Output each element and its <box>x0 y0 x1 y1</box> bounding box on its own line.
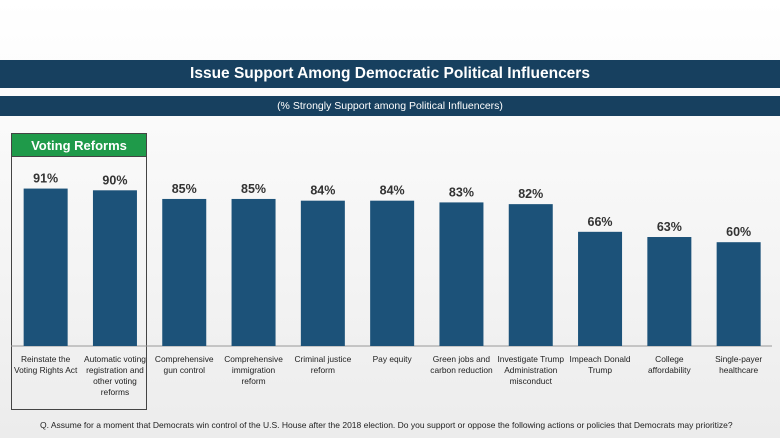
category-label-2: Comprehensive gun control <box>155 354 214 375</box>
bar-0 <box>23 188 68 346</box>
data-label-10: 60% <box>726 225 751 239</box>
bar-3 <box>231 198 276 346</box>
data-label-8: 66% <box>588 215 613 229</box>
survey-question-footnote: Q. Assume for a moment that Democrats wi… <box>40 420 733 430</box>
category-label-10: Single-payer healthcare <box>715 354 762 375</box>
chart-subtitle: (% Strongly Support among Political Infl… <box>0 96 780 116</box>
data-label-3: 85% <box>241 182 266 196</box>
category-label-0: Reinstate the Voting Rights Act <box>14 354 78 375</box>
bar-6 <box>439 202 484 346</box>
category-label-9: College affordability <box>648 354 691 375</box>
category-label-4: Criminal justice reform <box>294 354 351 375</box>
data-label-9: 63% <box>657 220 682 234</box>
bar-2 <box>162 198 207 346</box>
data-label-6: 83% <box>449 185 474 199</box>
chart-title: Issue Support Among Democratic Political… <box>0 60 780 88</box>
data-label-2: 85% <box>172 182 197 196</box>
data-label-4: 84% <box>310 184 335 198</box>
category-label-6: Green jobs and carbon reduction <box>430 354 493 375</box>
category-label-3: Comprehensive immigration reform <box>224 354 283 386</box>
bar-5 <box>370 200 415 346</box>
bar-7 <box>508 204 553 346</box>
bar-1 <box>92 190 137 346</box>
category-label-7: Investigate Trump Administration misconduc… <box>497 354 564 386</box>
data-label-1: 90% <box>102 173 127 187</box>
bar-10 <box>716 242 761 346</box>
bar-9 <box>647 237 692 346</box>
bar-chart: 91% Reinstate the Voting Rights Act 90% Auto… <box>11 172 772 397</box>
data-label-5: 84% <box>380 184 405 198</box>
data-label-7: 82% <box>518 187 543 201</box>
category-label-8: Impeach Donald Trump <box>570 354 631 375</box>
voting-reforms-group-label: Voting Reforms <box>11 133 147 157</box>
category-label-5: Pay equity <box>373 354 413 364</box>
bar-4 <box>300 200 345 346</box>
category-label-1: Automatic voting registration and other vo… <box>84 354 146 397</box>
bar-8 <box>578 231 623 346</box>
data-label-0: 91% <box>33 172 58 186</box>
